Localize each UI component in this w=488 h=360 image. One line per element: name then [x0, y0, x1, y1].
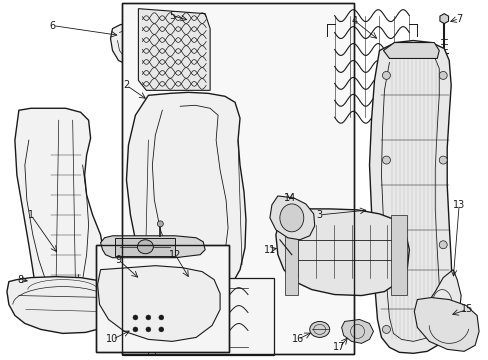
Ellipse shape [133, 327, 138, 332]
Ellipse shape [382, 325, 389, 333]
Ellipse shape [438, 156, 447, 164]
Text: 15: 15 [460, 305, 472, 315]
Ellipse shape [438, 71, 447, 80]
Text: 9: 9 [115, 255, 122, 265]
Ellipse shape [382, 71, 389, 80]
Bar [95, 245, 228, 352]
Bar [95, 245, 228, 352]
Polygon shape [101, 236, 205, 258]
Polygon shape [269, 196, 314, 240]
Text: 17: 17 [333, 342, 345, 352]
Text: 13: 13 [452, 200, 465, 210]
Text: 14: 14 [283, 193, 295, 203]
Ellipse shape [157, 221, 163, 227]
Polygon shape [390, 215, 407, 294]
Polygon shape [275, 209, 408, 296]
Ellipse shape [137, 240, 153, 254]
Polygon shape [424, 270, 460, 329]
Ellipse shape [159, 315, 163, 320]
Text: 10: 10 [106, 334, 119, 345]
Ellipse shape [438, 241, 447, 249]
Bar [122, 278, 273, 355]
Ellipse shape [382, 241, 389, 249]
Ellipse shape [133, 315, 138, 320]
Text: 6: 6 [50, 21, 56, 31]
Ellipse shape [438, 325, 447, 333]
Ellipse shape [382, 156, 389, 164]
Bar [122, 3, 353, 354]
Bar [115, 238, 175, 256]
Ellipse shape [145, 327, 151, 332]
Polygon shape [98, 266, 220, 341]
Text: 4: 4 [351, 15, 357, 26]
Text: 7: 7 [455, 14, 461, 24]
Ellipse shape [165, 301, 195, 324]
Polygon shape [138, 9, 210, 90]
Text: 8: 8 [18, 275, 24, 285]
Polygon shape [15, 108, 104, 328]
Polygon shape [413, 298, 478, 351]
Text: 12: 12 [169, 250, 181, 260]
Polygon shape [369, 41, 451, 353]
Polygon shape [126, 92, 245, 300]
Polygon shape [152, 296, 208, 329]
Polygon shape [110, 23, 158, 66]
Ellipse shape [145, 315, 151, 320]
Ellipse shape [279, 204, 303, 232]
Ellipse shape [309, 321, 329, 337]
Ellipse shape [159, 327, 163, 332]
Polygon shape [439, 14, 447, 24]
Text: 3: 3 [316, 210, 322, 220]
Text: 2: 2 [123, 80, 129, 90]
Text: 1: 1 [28, 210, 34, 220]
Polygon shape [285, 215, 297, 294]
Polygon shape [7, 276, 118, 333]
Text: 5: 5 [169, 11, 175, 21]
Polygon shape [341, 319, 373, 343]
Text: 16: 16 [291, 334, 304, 345]
Text: 11: 11 [263, 245, 275, 255]
Polygon shape [383, 42, 438, 58]
Bar [122, 3, 353, 354]
